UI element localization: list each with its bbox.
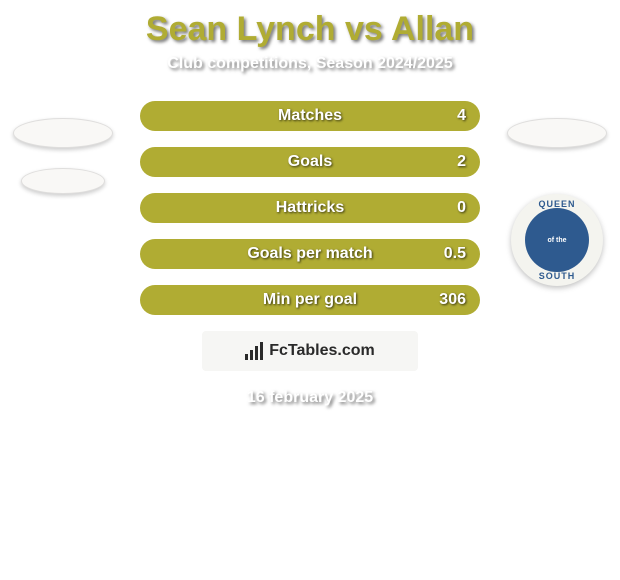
stat-row-matches: Matches 4 xyxy=(140,101,480,131)
stat-row-min-per-goal: Min per goal 306 xyxy=(140,285,480,315)
club-badge: QUEEN of the SOUTH xyxy=(511,194,603,286)
icon-bar xyxy=(250,350,253,360)
icon-bar xyxy=(255,346,258,360)
stat-row-goals: Goals 2 xyxy=(140,147,480,177)
badge-text-bottom: SOUTH xyxy=(539,271,576,281)
page-title: Sean Lynch vs Allan xyxy=(0,0,620,55)
stat-row-hattricks: Hattricks 0 xyxy=(140,193,480,223)
left-ellipse-2 xyxy=(21,168,105,194)
stat-label: Goals per match xyxy=(247,245,372,263)
widget-container: Sean Lynch vs Allan Club competitions, S… xyxy=(0,0,620,580)
icon-bar xyxy=(245,354,248,360)
stat-value: 0.5 xyxy=(444,245,466,263)
subtitle: Club competitions, Season 2024/2025 xyxy=(0,55,620,101)
stat-label: Min per goal xyxy=(263,291,357,309)
stat-value: 2 xyxy=(457,153,466,171)
branding-box[interactable]: FcTables.com xyxy=(202,331,418,371)
stat-label: Hattricks xyxy=(276,199,344,217)
right-team-logos: QUEEN of the SOUTH xyxy=(502,118,612,286)
badge-inner: of the xyxy=(525,208,589,272)
stat-label: Goals xyxy=(288,153,332,171)
right-ellipse-1 xyxy=(507,118,607,148)
stat-value: 306 xyxy=(439,291,466,309)
date-text: 16 february 2025 xyxy=(0,371,620,407)
stat-row-goals-per-match: Goals per match 0.5 xyxy=(140,239,480,269)
stat-value: 4 xyxy=(457,107,466,125)
left-team-logos xyxy=(8,118,118,202)
bar-chart-icon xyxy=(245,342,263,360)
stat-label: Matches xyxy=(278,107,342,125)
badge-inner-text: of the xyxy=(547,237,566,244)
branding-text: FcTables.com xyxy=(269,342,375,360)
left-ellipse-1 xyxy=(13,118,113,148)
icon-bar xyxy=(260,342,263,360)
stat-value: 0 xyxy=(457,199,466,217)
